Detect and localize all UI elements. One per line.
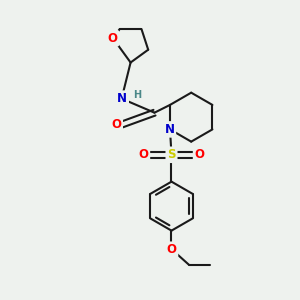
Text: O: O xyxy=(167,243,176,256)
Text: O: O xyxy=(138,148,148,161)
Text: H: H xyxy=(133,90,141,100)
Text: O: O xyxy=(107,32,117,45)
Text: S: S xyxy=(167,148,176,161)
Text: O: O xyxy=(111,118,121,131)
Text: N: N xyxy=(164,123,174,136)
Text: O: O xyxy=(195,148,205,161)
Text: N: N xyxy=(117,92,127,105)
